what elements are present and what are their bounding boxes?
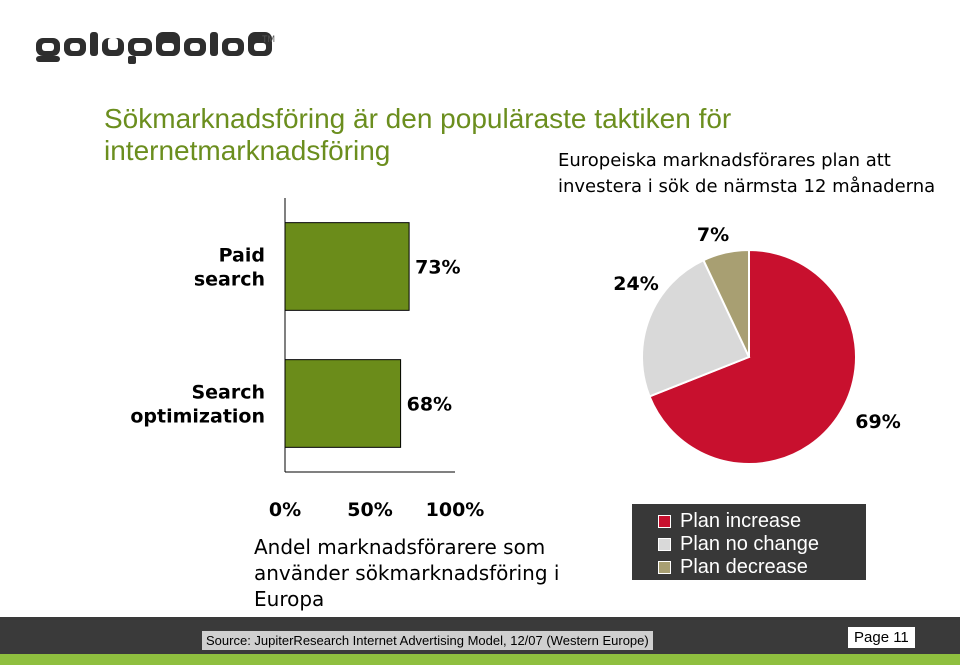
bar-chart-x-axis-label: Andel marknadsförarere som använder sökm… — [254, 535, 560, 611]
bar-data-label: 68% — [407, 394, 452, 416]
legend-item-plan-increase: Plan increase — [658, 510, 856, 533]
pie-label-plan-increase: 69% — [855, 411, 900, 433]
source-note: Source: JupiterResearch Internet Adverti… — [202, 631, 653, 650]
pie-chart: 69% 24% 7% — [613, 224, 901, 465]
bar-category-label: Search — [191, 382, 265, 404]
legend-item-plan-no-change: Plan no change — [658, 533, 856, 556]
legend-label-plan-increase: Plan increase — [680, 510, 802, 532]
pie-slice-plan-no-change — [641, 258, 751, 398]
pie-slice-plan-decrease — [702, 248, 750, 358]
trademark-mark: TM — [262, 34, 275, 44]
slide-title: Sökmarknadsföring är den populäraste tak… — [104, 103, 732, 166]
pie-label-plan-decrease: 7% — [697, 224, 729, 246]
bar-category-label: optimization — [130, 406, 265, 428]
legend-label-plan-no-change: Plan no change — [680, 533, 820, 555]
bar-x-tick-label: 100% — [426, 499, 485, 521]
bar-x-tick-label: 0% — [269, 499, 301, 521]
legend-swatch-plan-no-change — [658, 538, 671, 551]
pie-slice-plan-increase — [648, 248, 857, 465]
legend-item-plan-decrease: Plan decrease — [658, 556, 856, 579]
pie-chart-title: Europeiska marknadsförares plan att inve… — [558, 150, 936, 197]
legend-swatch-plan-decrease — [658, 561, 671, 574]
footer-stripe — [0, 654, 960, 665]
bar-category-label: search — [194, 269, 265, 291]
pie-legend: Plan increase Plan no change Plan decrea… — [632, 504, 866, 580]
bar-x-tick-label: 50% — [347, 499, 392, 521]
legend-label-plan-decrease: Plan decrease — [680, 556, 808, 578]
getupdated-logo — [36, 32, 272, 64]
page-number: Page 11 — [848, 627, 915, 648]
legend-swatch-plan-increase — [658, 515, 671, 528]
bar-data-label: 73% — [415, 257, 460, 279]
pie-label-plan-no-change: 24% — [613, 273, 658, 295]
bar-search-optimization — [284, 359, 402, 448]
bar-category-label: Paid — [219, 245, 265, 267]
bar-paid-search — [284, 222, 410, 311]
